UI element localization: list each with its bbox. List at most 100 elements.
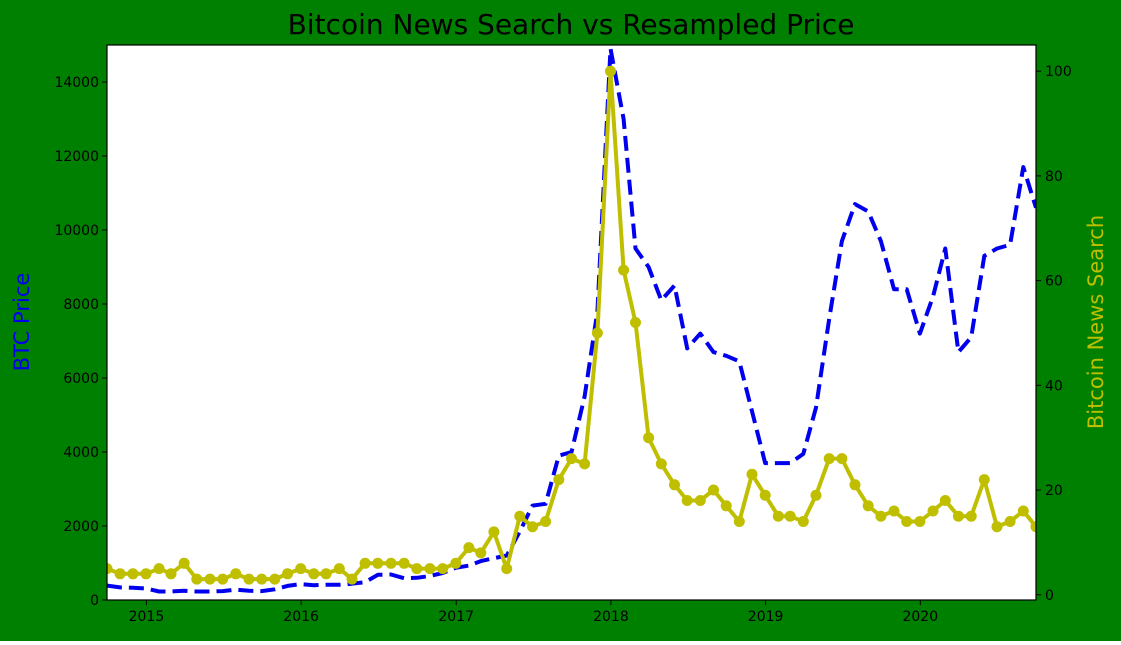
search-point (553, 474, 565, 486)
search-point (527, 521, 538, 533)
search-point (295, 563, 307, 575)
search-point (810, 489, 822, 501)
search-point (385, 557, 397, 569)
search-point (308, 568, 320, 580)
search-point (836, 453, 848, 465)
search-point (501, 563, 513, 575)
search-point (681, 495, 693, 506)
search-point (359, 557, 371, 569)
search-point (230, 568, 242, 580)
search-point (823, 453, 835, 465)
search-point (333, 563, 345, 575)
search-point (153, 563, 165, 575)
plot-area (107, 45, 1036, 600)
search-point (114, 568, 126, 580)
y-axis-right-label: Bitcoin News Search (1084, 215, 1108, 429)
y-left-tick-label: 4000 (63, 445, 99, 461)
search-point (759, 489, 771, 501)
y-left-tick-label: 12000 (54, 149, 99, 165)
search-point (875, 510, 887, 522)
search-point (475, 547, 487, 559)
search-point (708, 484, 719, 496)
search-point (784, 510, 796, 522)
search-point (1004, 516, 1016, 527)
search-point (346, 573, 358, 585)
search-point (424, 563, 436, 575)
x-tick-label: 2016 (283, 609, 319, 625)
y-right-tick-label: 0 (1045, 588, 1054, 604)
search-point (398, 557, 410, 569)
search-point (720, 500, 732, 512)
search-point (191, 573, 203, 585)
y-right-tick-label: 40 (1045, 378, 1063, 394)
search-point (965, 510, 977, 522)
search-point (437, 563, 449, 575)
search-point (320, 568, 332, 580)
search-point (127, 568, 139, 580)
search-point (411, 563, 423, 575)
price-series-layer (107, 46, 1036, 594)
search-point (888, 505, 900, 517)
search-point (107, 563, 113, 575)
search-point (566, 453, 577, 465)
y-left-tick-label: 2000 (63, 519, 99, 535)
search-point (618, 264, 630, 276)
search-point (204, 573, 216, 585)
y-left-tick-label: 0 (90, 593, 99, 609)
y-left-tick-label: 14000 (54, 75, 99, 91)
search-point (733, 516, 745, 527)
search-point (772, 510, 784, 522)
search-point (669, 479, 680, 491)
y-axis-right: 0 20 40 60 80 100 (1036, 64, 1072, 604)
y-left-tick-label: 10000 (54, 223, 99, 239)
x-tick-label: 2020 (902, 609, 938, 625)
search-point (643, 432, 655, 444)
search-point (282, 568, 293, 580)
search-point (655, 458, 667, 470)
search-point (927, 505, 939, 517)
y-right-tick-label: 20 (1045, 483, 1063, 499)
search-point (372, 557, 384, 569)
search-point (591, 327, 603, 339)
y-right-tick-label: 60 (1045, 274, 1063, 290)
search-point (630, 317, 641, 328)
search-point (952, 510, 964, 522)
x-axis: 2015 2016 2017 2018 2019 2020 (129, 600, 938, 625)
search-point (1030, 521, 1036, 533)
y-left-tick-label: 6000 (63, 371, 99, 387)
search-point (1017, 505, 1029, 517)
search-point (488, 526, 500, 538)
search-point (140, 568, 152, 580)
search-point (178, 557, 190, 569)
search-point (579, 458, 591, 470)
search-point (914, 516, 926, 527)
y-left-tick-label: 8000 (63, 297, 99, 313)
search-point (540, 516, 552, 527)
search-point (797, 516, 809, 527)
chart-title: Bitcoin News Search vs Resampled Price (288, 8, 855, 41)
x-tick-label: 2017 (438, 609, 474, 625)
search-point (165, 568, 177, 580)
y-right-tick-label: 80 (1045, 169, 1063, 185)
search-point (991, 521, 1003, 533)
search-point (514, 510, 526, 522)
search-point (694, 495, 706, 506)
search-point (901, 516, 913, 527)
x-tick-label: 2019 (748, 609, 784, 625)
plot-frame (106, 44, 1037, 601)
x-tick-label: 2018 (593, 609, 629, 625)
price-series-line (107, 46, 1036, 594)
search-point (849, 479, 861, 491)
search-point (217, 573, 229, 585)
search-point (746, 468, 758, 480)
search-point (256, 573, 268, 585)
search-point (463, 542, 475, 554)
x-tick-label: 2015 (129, 609, 165, 625)
y-axis-left: 0 2000 4000 6000 8000 10000 12000 14000 (54, 75, 107, 609)
search-point (605, 65, 616, 77)
y-right-tick-label: 100 (1045, 64, 1072, 80)
search-point (269, 573, 281, 585)
search-series-layer (107, 65, 1036, 585)
